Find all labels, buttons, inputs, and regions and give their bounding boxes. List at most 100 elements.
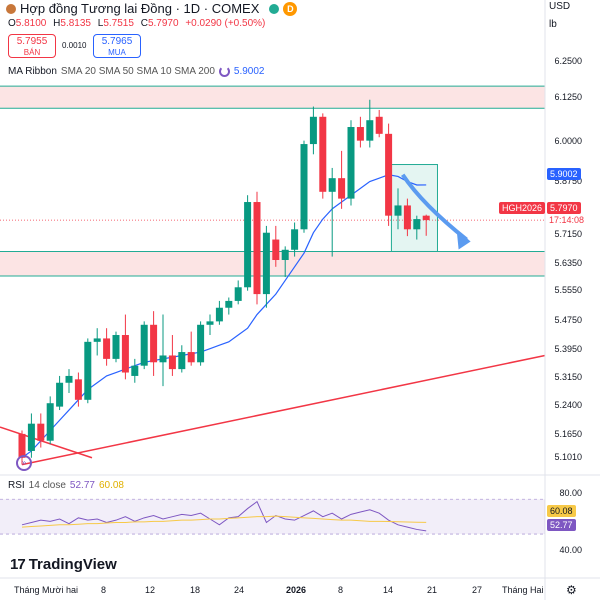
- loading-spinner-icon: [218, 66, 230, 77]
- time-label: 18: [190, 585, 201, 595]
- candle-body: [225, 300, 233, 308]
- candle-body: [112, 335, 120, 359]
- candle-body: [159, 355, 167, 363]
- candle-body: [65, 375, 73, 383]
- sell-label: BÁN: [23, 48, 41, 57]
- rsi-tick-40: 40.00: [559, 545, 582, 555]
- time-label: 12: [145, 585, 156, 595]
- candle-body: [413, 219, 421, 230]
- price-tick: 5.5550: [554, 285, 582, 295]
- candle-body: [234, 287, 242, 301]
- price-tick: 6.0000: [554, 136, 582, 146]
- candle-body: [131, 365, 139, 376]
- candle-body: [178, 352, 186, 370]
- ma-price-tag: 5.9002: [547, 168, 581, 180]
- ma-ribbon-value: 5.9002: [233, 66, 265, 77]
- candle-body: [93, 338, 101, 342]
- candle-body: [309, 116, 317, 145]
- currency-selector[interactable]: USD: [549, 1, 571, 12]
- ohlc-change: +0.0290 (+0.50%): [185, 18, 266, 29]
- time-label: 24: [234, 585, 245, 595]
- buy-price: 5.7965: [101, 36, 133, 47]
- time-label: Tháng Hai: [502, 585, 544, 595]
- last-price-tag: 5.7970: [547, 202, 581, 214]
- sell-button[interactable]: 5.7955 BÁN: [8, 34, 56, 58]
- candle-body: [338, 178, 346, 199]
- candle-body: [121, 335, 129, 373]
- ma-ribbon-params: SMA 20 SMA 50 SMA 10 SMA 200: [60, 66, 215, 77]
- candle-body: [272, 239, 280, 260]
- forecast-arrow-head: [456, 229, 471, 250]
- settings-gear-icon[interactable]: ⚙: [566, 583, 577, 597]
- candle-body: [74, 379, 82, 400]
- time-label: 27: [472, 585, 483, 595]
- delayed-d-icon: D: [283, 1, 298, 16]
- buy-button[interactable]: 5.7965 MUA: [93, 34, 141, 58]
- time-label: 2026: [286, 585, 307, 595]
- rsi-line: [21, 500, 427, 532]
- price-tick: 5.7150: [554, 229, 582, 239]
- candle-body: [140, 324, 148, 366]
- time-label: 8: [338, 585, 344, 595]
- price-tick: 6.1250: [554, 92, 582, 102]
- ma-ribbon-legend[interactable]: MA Ribbon SMA 20 SMA 50 SMA 10 SMA 200 5…: [8, 66, 265, 77]
- ohlc-open: 5.8100: [15, 18, 47, 29]
- status-green-icon: [269, 3, 280, 14]
- ohlc-high-key: H: [53, 18, 61, 29]
- price-tick: 5.4750: [554, 315, 582, 325]
- short-trendline: [0, 426, 93, 459]
- price-tick: 5.3950: [554, 344, 582, 354]
- candle-body: [403, 205, 411, 230]
- candle-body: [103, 338, 111, 359]
- candle-body: [366, 120, 374, 141]
- ohlc-open-key: O: [8, 18, 16, 29]
- candle-body: [56, 382, 64, 407]
- symbol-tag: HGH2026: [499, 202, 546, 214]
- candle-body: [197, 324, 205, 363]
- candle-body: [150, 324, 158, 363]
- sell-price: 5.7955: [16, 36, 48, 47]
- rsi-tick-80: 80.00: [559, 488, 582, 498]
- candle-body: [84, 341, 92, 400]
- time-label: 8: [101, 585, 107, 595]
- candle-body: [206, 321, 214, 325]
- ma-ribbon-label: MA Ribbon: [8, 66, 57, 77]
- price-tick: 5.8750: [554, 176, 582, 186]
- candle-body: [375, 116, 383, 134]
- candle-body: [356, 127, 364, 141]
- candle-body: [18, 433, 26, 458]
- tradingview-wordmark: TradingView: [28, 556, 117, 573]
- price-tick: 6.2500: [554, 56, 582, 66]
- candle-body: [319, 116, 327, 192]
- ohlc-low-key: L: [97, 18, 104, 29]
- symbol-title-text: Hợp đồng Tương lai Đồng · 1D · COMEX: [20, 1, 260, 16]
- rsi-label: RSI: [8, 480, 25, 491]
- rsi-legend[interactable]: RSI 14 close 52.77 60.08: [8, 480, 124, 491]
- candle-body: [187, 352, 195, 363]
- price-tick: 5.1010: [554, 452, 582, 462]
- ohlc-low: 5.7515: [103, 18, 134, 29]
- candle-body: [422, 215, 430, 221]
- ma-line: [21, 174, 427, 459]
- candle-body: [347, 127, 355, 199]
- ascending-trendline: [21, 354, 546, 466]
- symbol-title[interactable]: Hợp đồng Tương lai Đồng · 1D · COMEX D: [6, 1, 298, 16]
- candle-body: [328, 178, 336, 192]
- candle-body: [262, 232, 270, 295]
- rsi-value-tag: 52.77: [547, 519, 576, 531]
- time-label: 14: [383, 585, 394, 595]
- unit-selector[interactable]: lb: [549, 19, 557, 30]
- tradingview-logo: 17 TradingView: [10, 556, 117, 573]
- ohlc-high: 5.8135: [60, 18, 91, 29]
- price-tick: 5.3150: [554, 372, 582, 382]
- replay-icon[interactable]: »: [16, 455, 32, 471]
- copper-logo-icon: [6, 3, 16, 14]
- candle-body: [46, 403, 54, 441]
- price-tick: 5.6350: [554, 258, 582, 268]
- candle-body: [385, 133, 393, 216]
- candle-body: [253, 202, 261, 295]
- spread-value: 0.0010: [62, 41, 87, 50]
- candle-body: [291, 229, 299, 250]
